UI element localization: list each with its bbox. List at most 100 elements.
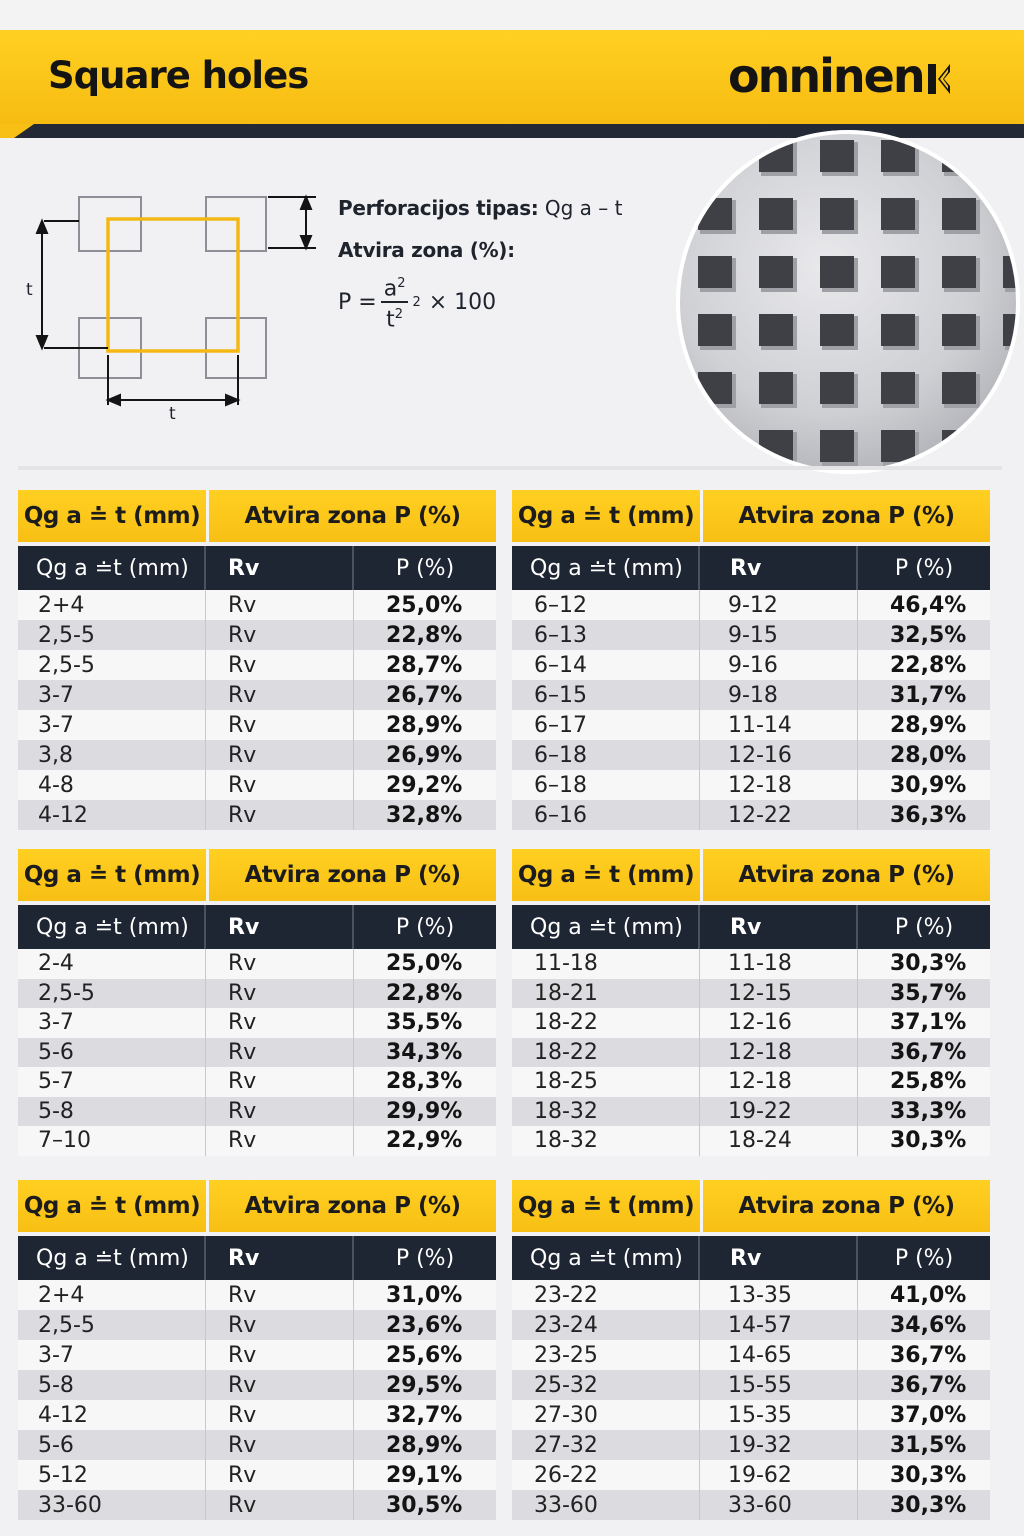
- cell-p: 28,9%: [386, 1432, 463, 1458]
- cell-size: 5-6: [18, 1430, 206, 1460]
- cell-p: 29,5%: [386, 1372, 463, 1398]
- header-size-column: Qg a ≐ t (mm): [512, 849, 703, 901]
- perforation-hole: [820, 140, 854, 172]
- column-rv: Rv: [206, 1236, 354, 1280]
- cell-size: 18-25: [512, 1067, 700, 1097]
- cell-size: 4-12: [18, 800, 206, 830]
- column-size: Qg a ≐t (mm): [512, 1236, 700, 1280]
- cell-size: 27-32: [512, 1430, 700, 1460]
- cell-rv: 12-16: [700, 740, 858, 770]
- cell-p: 25,8%: [890, 1069, 967, 1095]
- perforation-hole: [820, 372, 854, 404]
- cell-size: 23-22: [512, 1280, 700, 1310]
- cell-p: 25,0%: [386, 592, 463, 618]
- table-column-headers: Qg a ≐t (mm) Rv P (%): [18, 905, 496, 949]
- logo-mark-icon: [927, 64, 950, 94]
- perforation-hole: [942, 430, 976, 462]
- cell-size: 6–12: [512, 590, 700, 620]
- cell-p: 22,9%: [386, 1128, 463, 1154]
- cell-rv: Rv: [206, 978, 354, 1008]
- table-row: 33-60 33-60 30,3%: [512, 1490, 990, 1520]
- header-size-column: Qg a ≐ t (mm): [18, 849, 209, 901]
- cell-size: 6–15: [512, 680, 700, 710]
- cell-size: 27-30: [512, 1400, 700, 1430]
- cell-size: 26-22: [512, 1460, 700, 1490]
- cell-rv: 12-18: [700, 770, 858, 800]
- table-header: Qg a ≐ t (mm) Atvira zona P (%): [512, 490, 990, 542]
- table-column-headers: Qg a ≐t (mm) Rv P (%): [18, 546, 496, 590]
- cell-size: 6–17: [512, 710, 700, 740]
- cell-rv: 12-15: [700, 978, 858, 1008]
- perforation-hole: [820, 314, 854, 346]
- table-body: 11-18 11-18 30,3% 18-21 12-15 35,7% 18-22 12-16…: [512, 949, 990, 1156]
- cell-p: 29,9%: [386, 1098, 463, 1124]
- table-row: 18-32 19-22 33,3%: [512, 1096, 990, 1126]
- table-row: 6–13 9-15 32,5%: [512, 620, 990, 650]
- table-row: 6–15 9-18 31,7%: [512, 680, 990, 710]
- table-row: 18-22 12-18 36,7%: [512, 1037, 990, 1067]
- perforation-hole: [698, 314, 732, 346]
- section-divider: [18, 466, 1002, 470]
- perforation-table: Qg a ≐ t (mm) Atvira zona P (%) Qg a ≐t (m…: [512, 849, 990, 1156]
- formula-prefix: P =: [338, 289, 377, 315]
- cell-size: 5-7: [18, 1067, 206, 1097]
- table-body: 2+4 Rv 25,0% 2,5-5 Rv 22,8% 2,5-5 Rv 28,7% 3-7 Rv 2…: [18, 590, 496, 830]
- perforation-hole: [1003, 140, 1018, 172]
- cell-p: 32,7%: [386, 1402, 463, 1428]
- page-title: Square holes: [48, 54, 309, 97]
- cell-p: 28,3%: [386, 1069, 463, 1095]
- table-row: 2+4 Rv 31,0%: [18, 1280, 496, 1310]
- table-row: 18-32 18-24 30,3%: [512, 1126, 990, 1156]
- table-row: 3-7 Rv 26,7%: [18, 680, 496, 710]
- table-header: Qg a ≐ t (mm) Atvira zona P (%): [512, 1180, 990, 1232]
- table-row: 2+4 Rv 25,0%: [18, 590, 496, 620]
- cell-p: 26,9%: [386, 742, 463, 768]
- cell-p: 22,8%: [386, 622, 463, 648]
- cell-p: 31,5%: [890, 1432, 967, 1458]
- perforation-hole: [942, 372, 976, 404]
- table-row: 23-22 13-35 41,0%: [512, 1280, 990, 1310]
- cell-rv: 13-35: [700, 1280, 858, 1310]
- column-p: P (%): [894, 555, 954, 581]
- cell-p: 28,9%: [890, 712, 967, 738]
- cell-p: 28,7%: [386, 652, 463, 678]
- cell-rv: 19-32: [700, 1430, 858, 1460]
- table-row: 27-32 19-32 31,5%: [512, 1430, 990, 1460]
- cell-rv: Rv: [206, 800, 354, 830]
- table-body: 2+4 Rv 31,0% 2,5-5 Rv 23,6% 3-7 Rv 25,6% 5-8 Rv 29,…: [18, 1280, 496, 1520]
- perforation-hole: [942, 140, 976, 172]
- perforation-hole: [1003, 430, 1018, 462]
- diagram-label-vertical: t: [26, 280, 33, 300]
- column-rv: Rv: [700, 546, 858, 590]
- column-p: P (%): [395, 914, 455, 940]
- cell-rv: Rv: [206, 1126, 354, 1156]
- header-open-area-column: Atvira zona P (%): [244, 862, 461, 888]
- cell-rv: 18-24: [700, 1126, 858, 1156]
- cell-size: 18-22: [512, 1008, 700, 1038]
- cell-size: 5-8: [18, 1370, 206, 1400]
- table-row: 3-7 Rv 35,5%: [18, 1008, 496, 1038]
- cell-size: 2+4: [18, 590, 206, 620]
- cell-size: 3,8: [18, 740, 206, 770]
- cell-p: 34,3%: [386, 1039, 463, 1065]
- cell-size: 18-21: [512, 978, 700, 1008]
- formula-exponent: 2: [412, 294, 421, 310]
- cell-size: 5-6: [18, 1037, 206, 1067]
- table-row: 2,5-5 Rv 22,8%: [18, 620, 496, 650]
- cell-size: 2-4: [18, 949, 206, 979]
- cell-rv: Rv: [206, 770, 354, 800]
- onninen-logo: onninen: [728, 46, 952, 106]
- cell-size: 3-7: [18, 1008, 206, 1038]
- table-header: Qg a ≐ t (mm) Atvira zona P (%): [18, 1180, 496, 1232]
- cell-size: 23-24: [512, 1310, 700, 1340]
- cell-p: 32,8%: [386, 802, 463, 828]
- logo-text: onninen: [728, 49, 926, 103]
- cell-p: 30,3%: [890, 1128, 967, 1154]
- cell-rv: Rv: [206, 1340, 354, 1370]
- cell-p: 25,6%: [386, 1342, 463, 1368]
- cell-p: 31,7%: [890, 682, 967, 708]
- table-row: 5-8 Rv 29,5%: [18, 1370, 496, 1400]
- perforation-hole: [942, 198, 976, 230]
- cell-rv: 9-16: [700, 650, 858, 680]
- column-size: Qg a ≐t (mm): [18, 1236, 206, 1280]
